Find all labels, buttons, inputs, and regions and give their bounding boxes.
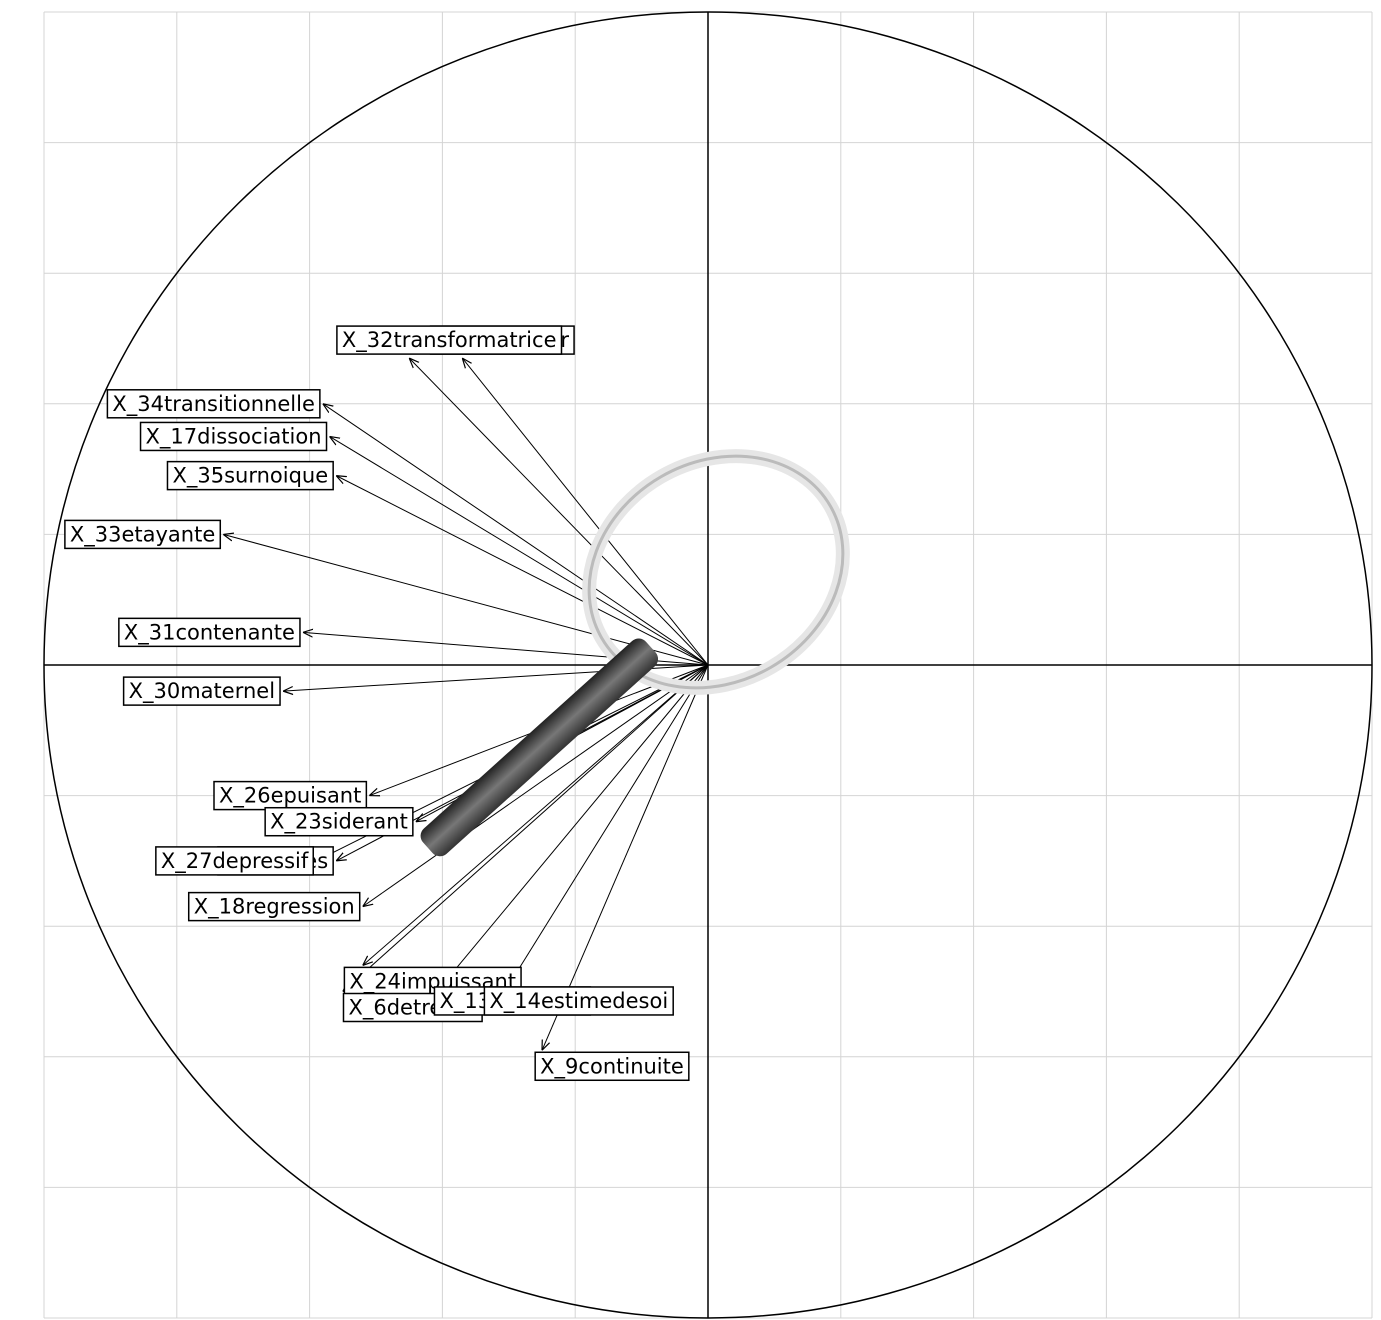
- label-box: [118, 617, 301, 648]
- label-text: X_35surnoique: [172, 464, 328, 489]
- label-box: [213, 780, 368, 811]
- label-text: X_18regression: [194, 895, 355, 920]
- variable-label: X_34transitionnelle: [106, 389, 321, 419]
- label-text: X_14estimedesoi: [489, 989, 668, 1014]
- arrow: [343, 664, 709, 992]
- variable-label: X_9continuite: [534, 1051, 690, 1082]
- label-box: [64, 519, 222, 550]
- variable-label: X_31contenante: [118, 617, 301, 648]
- variable-label: X_14estimedesoi: [483, 986, 674, 1016]
- label-text: X_32transformatrice: [342, 328, 557, 353]
- label-box: [343, 966, 522, 997]
- label-box: [187, 891, 361, 922]
- arrow: [323, 404, 709, 666]
- variable-label: X_33etayante: [64, 519, 222, 550]
- label-text: X_30maternel: [129, 679, 275, 704]
- arrow: [363, 664, 709, 965]
- label-box: [106, 389, 321, 419]
- label-box: [155, 846, 314, 876]
- label-text: X_27depressif: [161, 849, 309, 874]
- label-text: X_31contenante: [124, 620, 295, 645]
- arrow: [223, 534, 709, 666]
- variable-label: X_17dissociation: [139, 421, 328, 452]
- variable-label: X_35surnoique: [166, 460, 334, 491]
- label-box: [139, 421, 328, 452]
- arrow: [363, 664, 709, 907]
- variable-label: X_18regression: [187, 891, 361, 922]
- variable-label: X_30maternel: [122, 676, 281, 706]
- label-box: [534, 1051, 690, 1082]
- variable-label: X_27depressif: [155, 846, 314, 876]
- variable-label: X_23siderant: [264, 806, 414, 837]
- magnifier-icon: [420, 449, 850, 857]
- label-text: X_23siderant: [270, 810, 408, 835]
- arrow: [336, 476, 709, 666]
- arrow: [409, 358, 709, 666]
- label-box: [122, 676, 281, 706]
- label-text: X_33etayante: [70, 522, 215, 547]
- variable-label: X_32transformatrice: [336, 325, 563, 355]
- arrow: [542, 664, 709, 1050]
- label-box: [483, 986, 674, 1016]
- arrow: [330, 436, 709, 666]
- label-text: X_9continuite: [540, 1054, 684, 1079]
- arrow: [462, 358, 709, 666]
- label-box: [166, 460, 334, 491]
- labels: X_16humourX_32transformatriceX_34transit…: [64, 325, 690, 1082]
- label-text: X_26epuisant: [219, 784, 361, 809]
- arrow: [509, 664, 709, 985]
- label-box: [336, 325, 563, 355]
- variable-label: X_26epuisant: [213, 780, 368, 811]
- label-box: [264, 806, 414, 837]
- label-text: X_17dissociation: [146, 424, 322, 449]
- label-text: X_34transitionnelle: [112, 392, 314, 417]
- arrow: [442, 664, 709, 985]
